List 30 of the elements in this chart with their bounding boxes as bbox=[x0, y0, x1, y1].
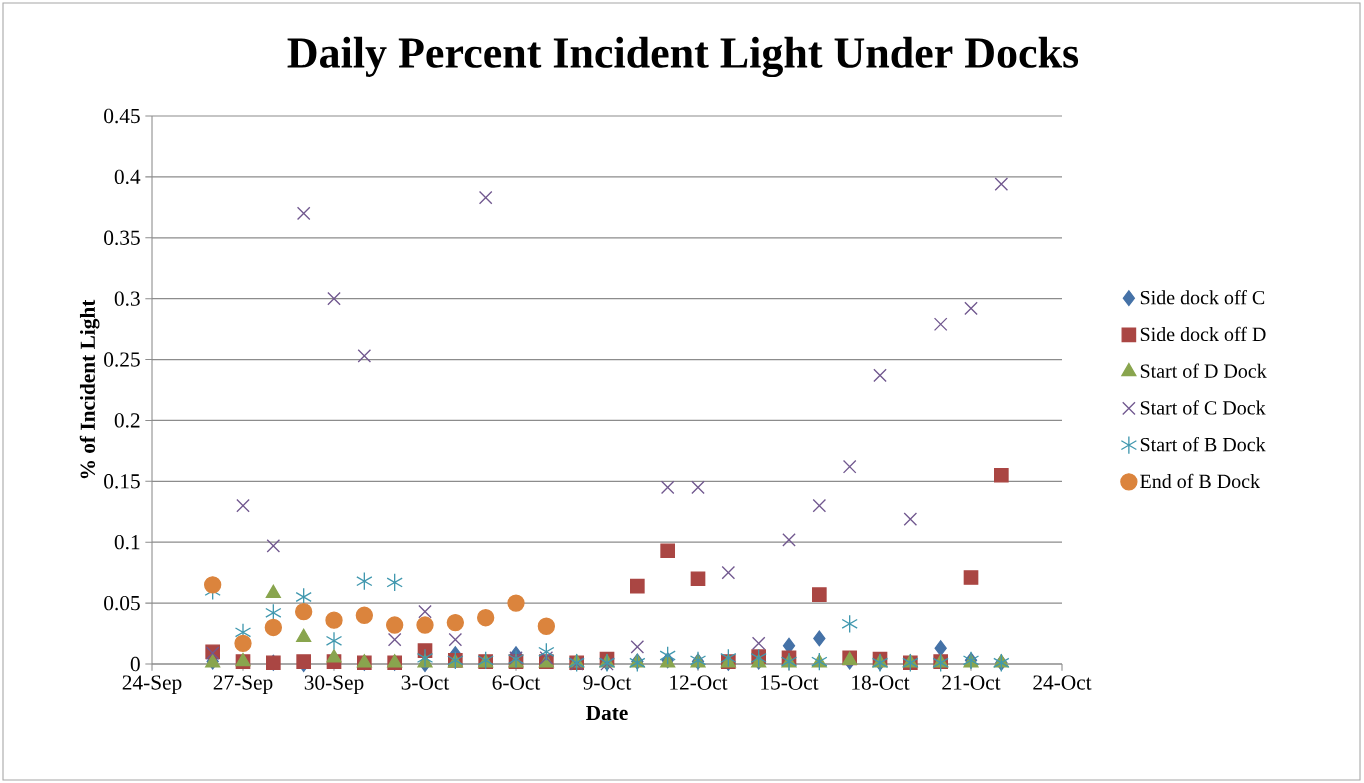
y-axis-title: % of Incident Light bbox=[79, 299, 100, 479]
x-tick-label: 3-Oct bbox=[401, 675, 450, 690]
y-tick-label: 0.4 bbox=[114, 169, 141, 185]
x-tick-label: 24-Oct bbox=[1033, 675, 1092, 690]
y-tick-label: 0.05 bbox=[104, 595, 140, 611]
y-tick-label: 0.45 bbox=[104, 108, 140, 124]
x-tick-label: 6-Oct bbox=[492, 675, 541, 690]
y-tick-label: 0.35 bbox=[104, 230, 140, 246]
y-tick-label: 0.3 bbox=[114, 291, 140, 306]
legend-label: Side dock off D bbox=[1140, 326, 1266, 342]
legend-label: Start of C Dock bbox=[1140, 400, 1266, 415]
x-tick-label: 24-Sep bbox=[122, 675, 182, 695]
legend-label: Side dock off C bbox=[1140, 290, 1265, 305]
x-tick-label: 12-Oct bbox=[670, 675, 728, 690]
y-tick-label: 0.25 bbox=[104, 352, 140, 367]
x-tick-label: 30-Sep bbox=[304, 675, 364, 695]
x-axis-title: Date bbox=[586, 705, 628, 721]
y-tick-label: 0.2 bbox=[114, 413, 140, 428]
legend-label: End of B Dock bbox=[1140, 473, 1261, 489]
y-tick-label: 0.1 bbox=[114, 534, 140, 550]
legend-label: Start of B Dock bbox=[1140, 437, 1266, 452]
legend-label: Start of D Dock bbox=[1140, 363, 1267, 378]
y-tick-label: 0 bbox=[130, 656, 140, 672]
chart-title: Daily Percent Incident Light Under Docks bbox=[287, 36, 1079, 78]
x-tick-label: 27-Sep bbox=[213, 675, 273, 695]
x-tick-label: 18-Oct bbox=[852, 675, 910, 690]
x-tick-label: 15-Oct bbox=[761, 675, 819, 690]
x-tick-label: 9-Oct bbox=[583, 675, 632, 690]
x-tick-label: 21-Oct bbox=[942, 675, 1001, 690]
y-tick-label: 0.15 bbox=[104, 474, 140, 489]
